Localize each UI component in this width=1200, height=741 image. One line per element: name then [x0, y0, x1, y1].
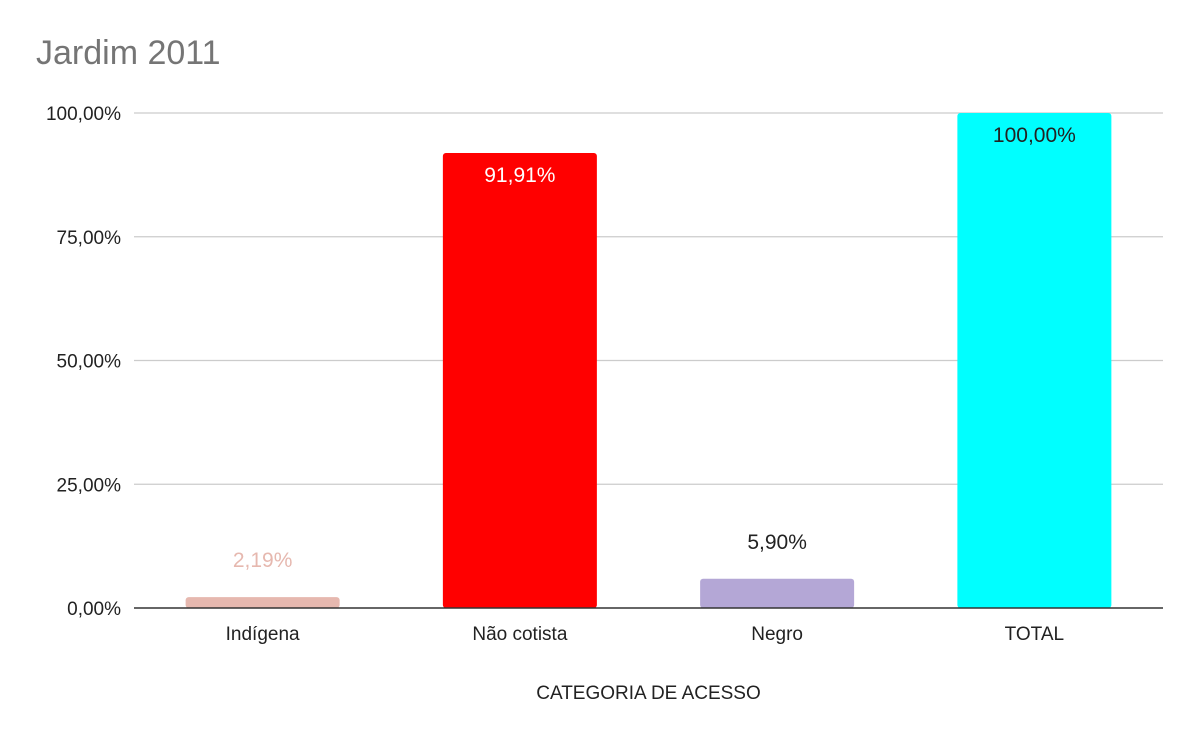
chart-title: Jardim 2011: [36, 34, 221, 72]
y-axis-ticks: 0,00% 25,00% 50,00% 75,00% 100,00%: [46, 104, 121, 620]
y-tick-label: 0,00%: [67, 599, 121, 620]
bar: [185, 597, 340, 608]
bar: [957, 113, 1112, 608]
x-axis-categories: Indígena Não cotista Negro TOTAL: [226, 624, 1064, 645]
bar: [442, 153, 597, 608]
x-tick-label: Negro: [751, 624, 803, 645]
data-labels: 2,19% 91,91% 5,90% 100,00%: [233, 124, 1076, 572]
y-tick-label: 75,00%: [57, 228, 122, 249]
x-tick-label: Indígena: [226, 624, 300, 645]
data-label: 100,00%: [993, 124, 1076, 147]
y-tick-label: 25,00%: [57, 475, 122, 496]
y-tick-label: 50,00%: [57, 352, 122, 373]
data-label: 5,90%: [747, 531, 807, 554]
bar: [700, 578, 855, 608]
y-tick-label: 100,00%: [46, 104, 121, 125]
data-label: 2,19%: [233, 549, 293, 572]
x-tick-label: TOTAL: [1005, 624, 1064, 645]
x-axis-title: CATEGORIA DE ACESSO: [536, 683, 761, 704]
data-label: 91,91%: [484, 164, 555, 187]
x-tick-label: Não cotista: [472, 624, 567, 645]
bars: [185, 113, 1112, 608]
